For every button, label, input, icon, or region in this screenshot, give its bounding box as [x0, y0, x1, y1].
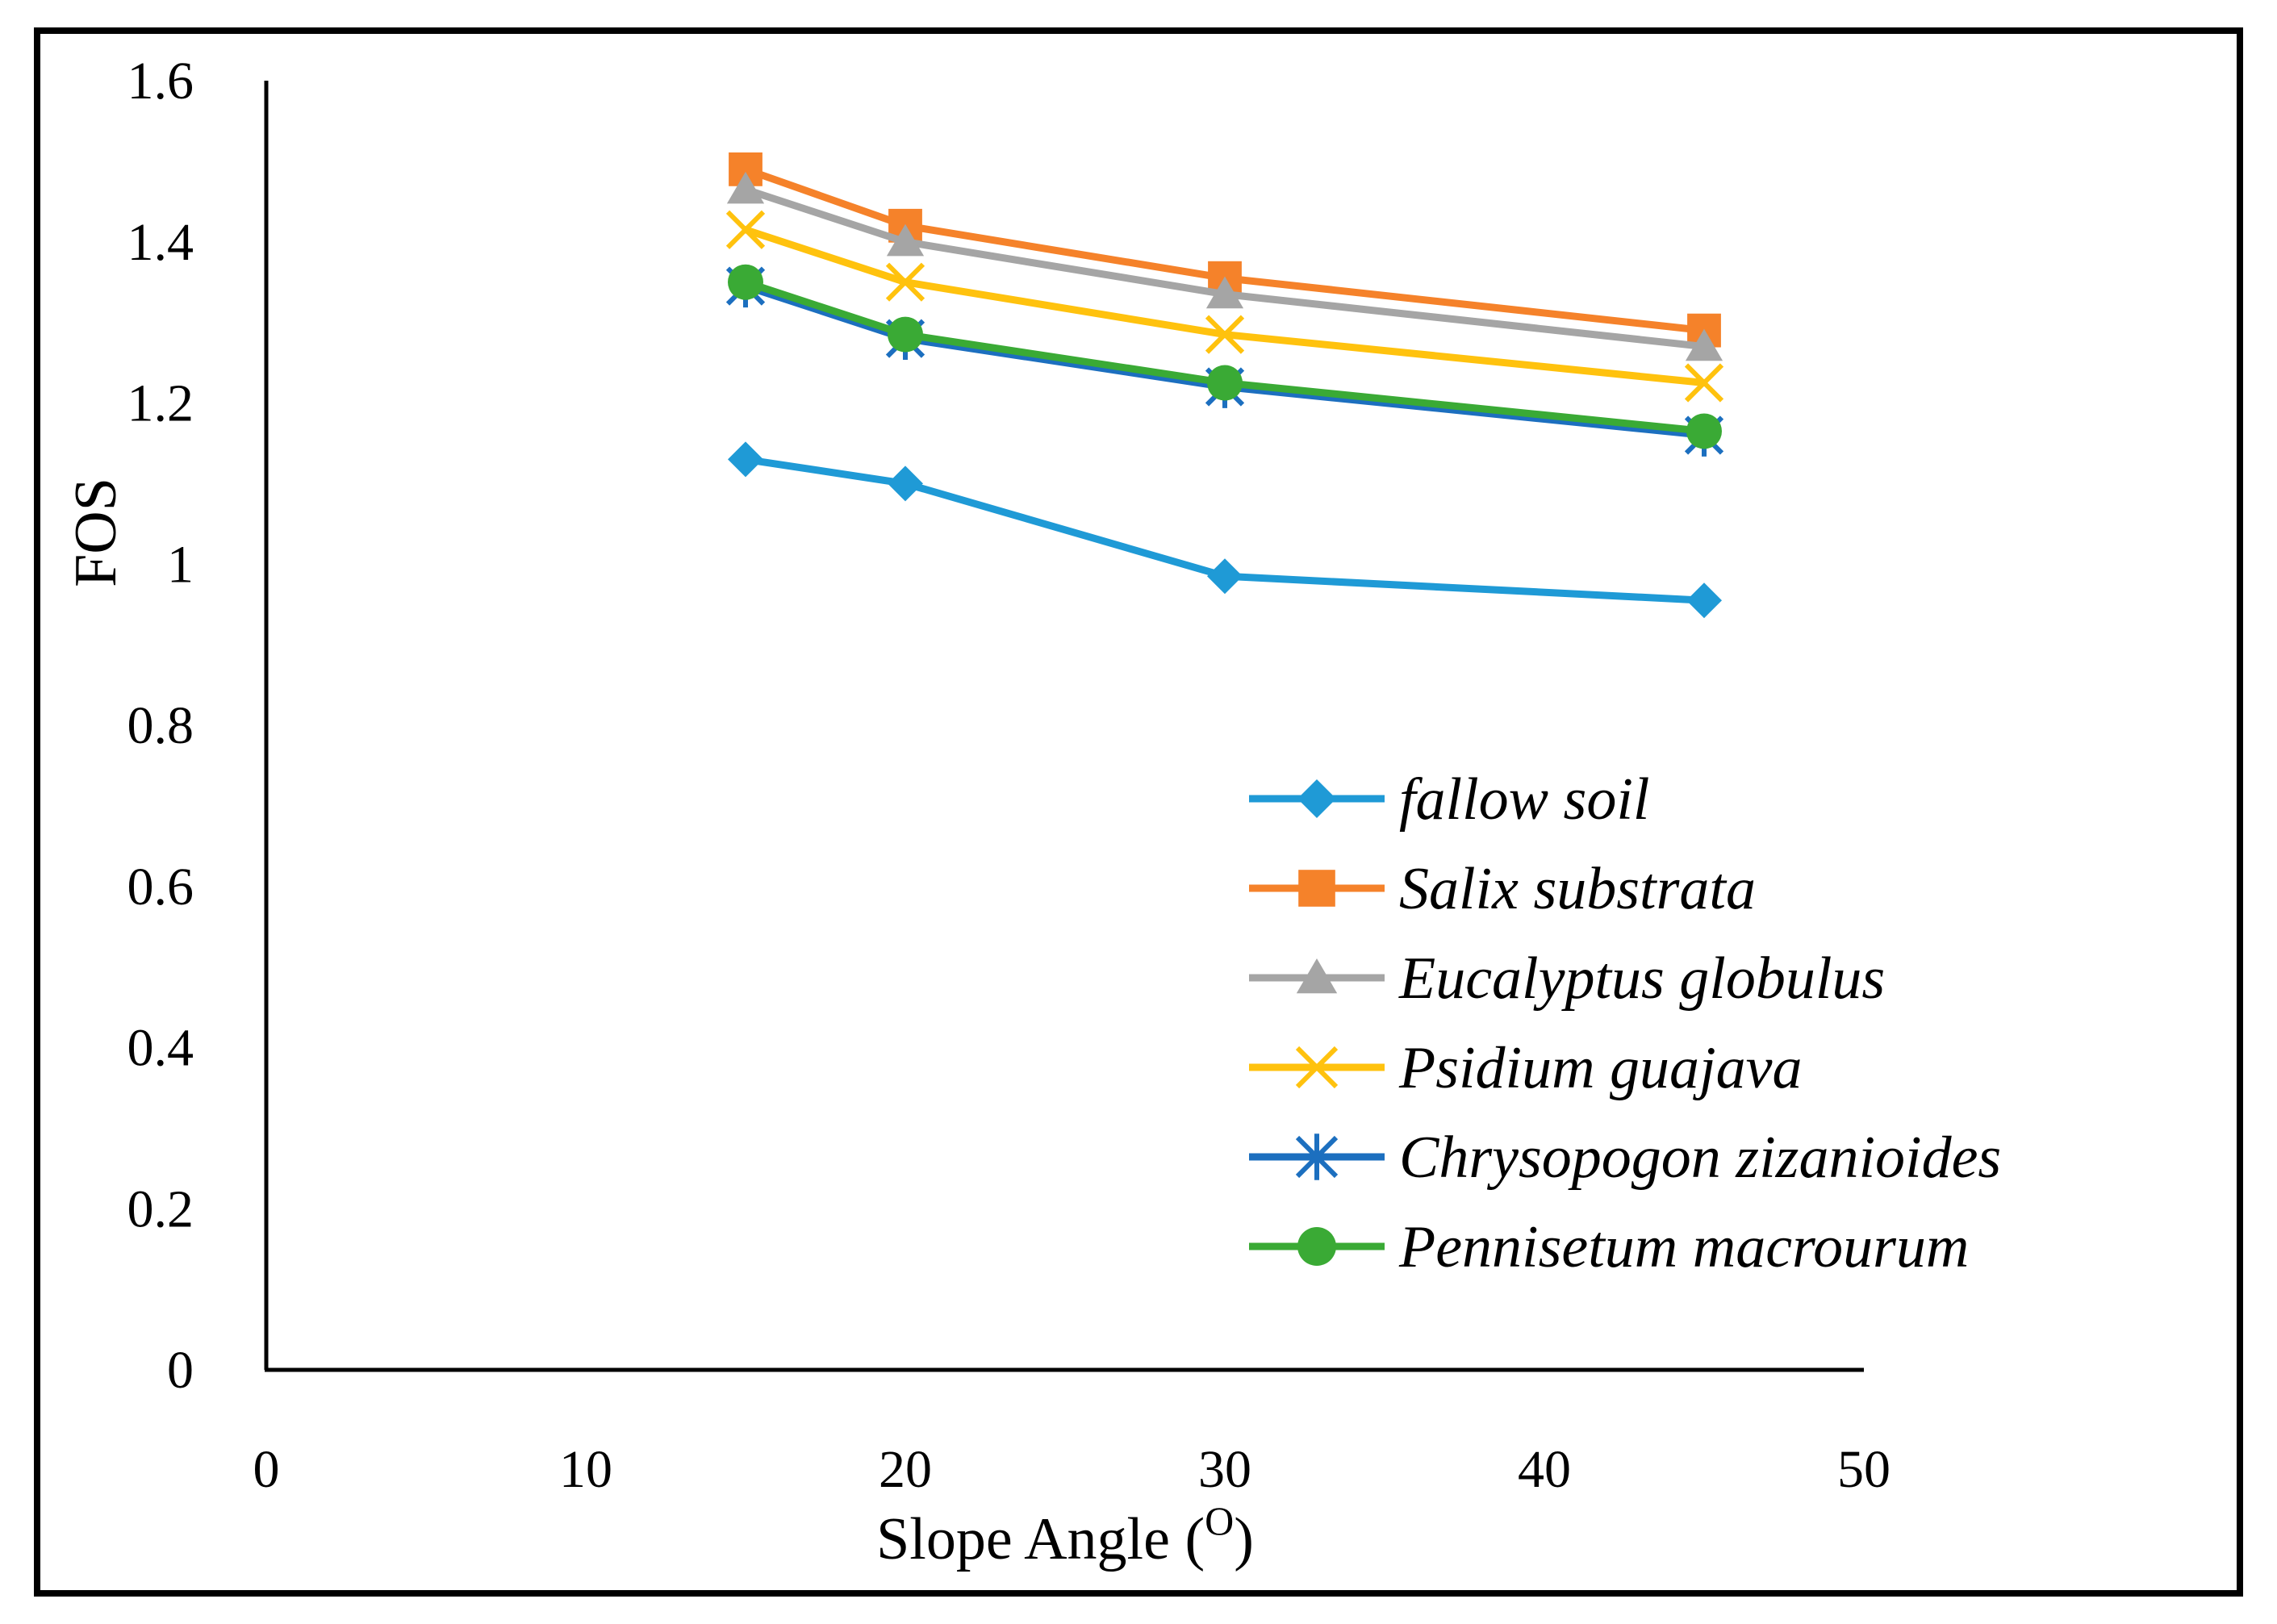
legend-label: fallow soil [1399, 766, 1649, 833]
y-tick-label: 0 [167, 1341, 194, 1400]
x-axis-title-superscript: O [1205, 1498, 1234, 1543]
data-point [1686, 582, 1722, 619]
series-line [742, 226, 1708, 387]
data-point [1207, 365, 1243, 401]
data-point [1295, 1133, 1339, 1180]
data-point [888, 465, 923, 502]
data-point [728, 264, 763, 300]
y-tick-labels: 0 0.2 0.4 0.6 0.8 1 1.2 1.4 1.6 [127, 52, 194, 1400]
legend-item: fallow soil [1249, 766, 1649, 833]
y-tick-label: 0.4 [127, 1019, 194, 1078]
y-tick-label: 1.6 [127, 52, 194, 111]
series-line [742, 165, 1708, 335]
series-line [742, 186, 1708, 351]
legend-item: Salix substrata [1249, 856, 1756, 922]
legend-item: Chrysopogon zizanioides [1249, 1125, 2001, 1191]
legend-item: Pennisetum macrourum [1249, 1214, 1969, 1280]
legend-label: Psidium guajava [1398, 1035, 1802, 1101]
series-5 [728, 264, 1722, 449]
data-point [885, 262, 925, 302]
data-point [1297, 1227, 1336, 1266]
data-point [1207, 558, 1243, 595]
data-point [728, 441, 763, 478]
data-point [1205, 276, 1244, 309]
x-tick-label: 40 [1518, 1440, 1571, 1499]
chart-frame [34, 27, 2243, 1597]
y-axis-title: FOS [63, 478, 129, 587]
data-point [1296, 958, 1338, 994]
x-tick-label: 50 [1837, 1440, 1891, 1499]
series-line [742, 282, 1708, 439]
data-point [725, 210, 766, 249]
x-tick-labels: 0 10 20 30 40 50 [253, 1440, 1891, 1499]
legend-label: Pennisetum macrourum [1398, 1214, 1969, 1280]
x-axis-title-main: Slope Angle ( [876, 1506, 1205, 1572]
legend-item: Psidium guajava [1249, 1035, 1802, 1101]
data-point [1297, 779, 1336, 818]
data-point [886, 223, 925, 257]
y-tick-label: 1 [167, 535, 194, 594]
series-line [742, 455, 1708, 604]
data-point [726, 171, 765, 204]
legend-label: Chrysopogon zizanioides [1399, 1125, 2001, 1191]
x-tick-label: 20 [879, 1440, 932, 1499]
x-axis-title-suffix: ) [1234, 1506, 1254, 1572]
data-point [1205, 315, 1245, 354]
data-point [888, 316, 923, 353]
y-tick-label: 0.8 [127, 696, 194, 755]
series-layer [725, 152, 1724, 619]
series-2 [726, 171, 1723, 361]
data-point [1685, 328, 1723, 361]
data-point [1295, 1046, 1339, 1089]
x-tick-label: 30 [1198, 1440, 1251, 1499]
y-tick-label: 1.4 [127, 213, 194, 272]
legend-label: Eucalyptus globulus [1398, 946, 1885, 1012]
series-line [742, 278, 1708, 435]
y-tick-label: 0.2 [127, 1179, 194, 1238]
data-point [1298, 870, 1335, 907]
y-tick-label: 0.6 [127, 858, 194, 916]
data-point [1686, 413, 1722, 449]
series-0 [728, 441, 1722, 619]
data-point [1684, 363, 1724, 403]
series-3 [725, 210, 1724, 403]
x-tick-label: 10 [559, 1440, 612, 1499]
legend-item: Eucalyptus globulus [1249, 946, 1885, 1012]
legend-label: Salix substrata [1399, 856, 1756, 922]
y-tick-label: 1.2 [127, 374, 194, 433]
x-tick-label: 0 [253, 1440, 280, 1499]
legend: fallow soil Salix substrata Eucalyptus glo… [1249, 766, 2001, 1280]
x-axis-title: Slope Angle (O) [876, 1498, 1254, 1572]
